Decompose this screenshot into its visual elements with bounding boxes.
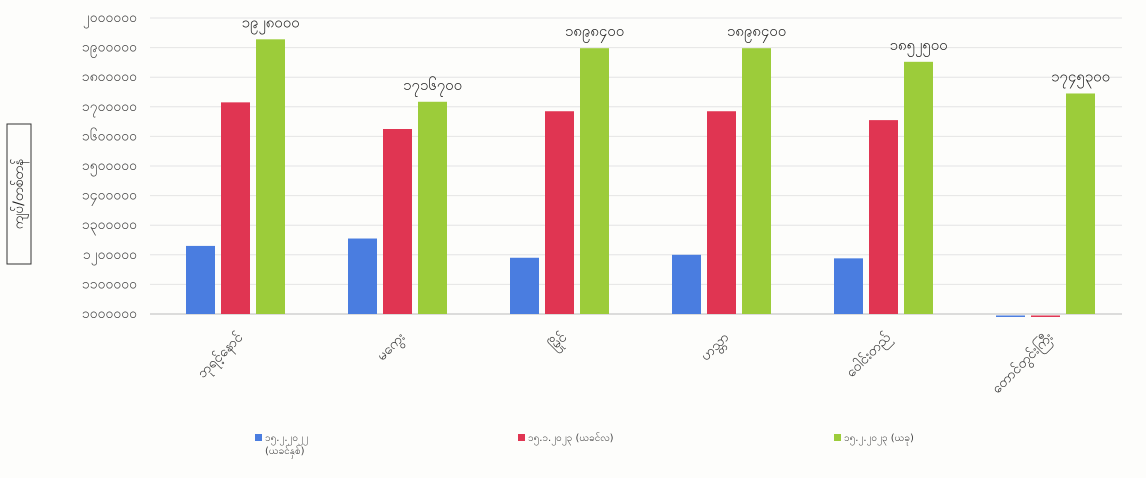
y-tick-label: ၁၀၀၀၀၀၀ <box>82 306 137 322</box>
y-tick-labels: ၁၀၀၀၀၀၀ ၁၁၀၀၀၀၀ ၁၂၀၀၀၀၀ ၁၃၀၀၀၀၀ ၁၄၀၀၀၀၀ ၁၅၀၀၀… <box>82 10 137 322</box>
legend-swatch <box>255 434 262 441</box>
bar <box>707 111 736 315</box>
bar <box>348 238 377 314</box>
bar <box>996 315 1025 317</box>
category-label: မြိုင် <box>545 329 571 355</box>
bars <box>186 39 1095 317</box>
y-tick-label: ၁၆၀၀၀၀၀ <box>82 128 137 144</box>
y-tick-label: ၁၈၀၀၀၀၀ <box>82 69 137 85</box>
data-label: ၁၉၂၈၀၀၀ <box>241 13 299 34</box>
category-label: ဝေါင်းတည် <box>843 330 896 383</box>
category-label: ဟသ္တာ <box>698 330 734 366</box>
bar <box>834 258 863 314</box>
bar <box>1066 93 1095 314</box>
legend-label: ၁၅.၂.၂၀၂၂(ယခင်နှစ်) <box>265 433 308 459</box>
legend-label: ၁၅.၂.၂၀၂၃ (ယခု) <box>844 433 914 446</box>
y-tick-label: ၁၃၀၀၀၀၀ <box>82 217 137 235</box>
category-labels: ဘုရင့်နောင် မကွေး မြိုင် ဟသ္တာ ဝေါင်းတည် တောင… <box>194 328 1058 398</box>
y-tick-label: ၂၀၀၀၀၀၀ <box>83 10 137 28</box>
legend-label: ၁၅.၁.၂၀၂၃ (ယခင်လ) <box>528 431 614 446</box>
gridlines <box>150 17 1122 315</box>
y-axis-title: ကျပ်/တစ်တန် <box>6 123 32 265</box>
legend-swatch <box>518 434 525 441</box>
data-label: ၁၈၉၈၄၀၀ <box>727 22 786 43</box>
bar <box>580 48 609 314</box>
category-label: ဘုရင့်နောင် <box>194 329 248 383</box>
y-tick-label: ၁၂၀၀၀၀၀ <box>83 247 137 265</box>
bar <box>672 254 701 314</box>
data-label: ၁၇၄၅၃၀၀ <box>1051 67 1110 88</box>
category-label: တောင်တွင်းကြီး <box>988 328 1058 398</box>
data-label: ၁၈၅၂၅၀၀ <box>889 36 947 57</box>
bar <box>904 61 933 314</box>
bar <box>418 101 447 314</box>
data-label: ၁၈၉၈၄၀၀ <box>565 22 624 43</box>
bar <box>510 257 539 314</box>
y-tick-label: ၁၉၀၀၀၀၀ <box>82 40 137 58</box>
bar <box>742 48 771 314</box>
data-label: ၁၇၁၆၇၀၀ <box>403 76 462 97</box>
y-axis-label: ကျပ်/တစ်တန် <box>11 159 29 230</box>
bar <box>869 120 898 315</box>
bar <box>545 111 574 315</box>
legend-swatch <box>834 434 841 441</box>
bar <box>221 102 250 314</box>
y-tick-label: ၁၅၀၀၀၀၀ <box>82 158 137 176</box>
bar <box>1031 315 1060 317</box>
category-label: မကွေး <box>374 329 410 365</box>
y-tick-label: ၁၇၀၀၀၀၀ <box>82 99 137 117</box>
bar <box>186 245 215 314</box>
y-tick-label: ၁၁၀၀၀၀၀ <box>82 276 137 292</box>
bar <box>256 39 285 314</box>
y-tick-label: ၁၄၀၀၀၀၀ <box>82 188 137 206</box>
legend: ၁၅.၂.၂၀၂၂(ယခင်နှစ်) ၁၅.၁.၂၀၂၃ (ယခင်လ) ၁၅.၂… <box>255 431 914 459</box>
bar <box>383 129 412 314</box>
